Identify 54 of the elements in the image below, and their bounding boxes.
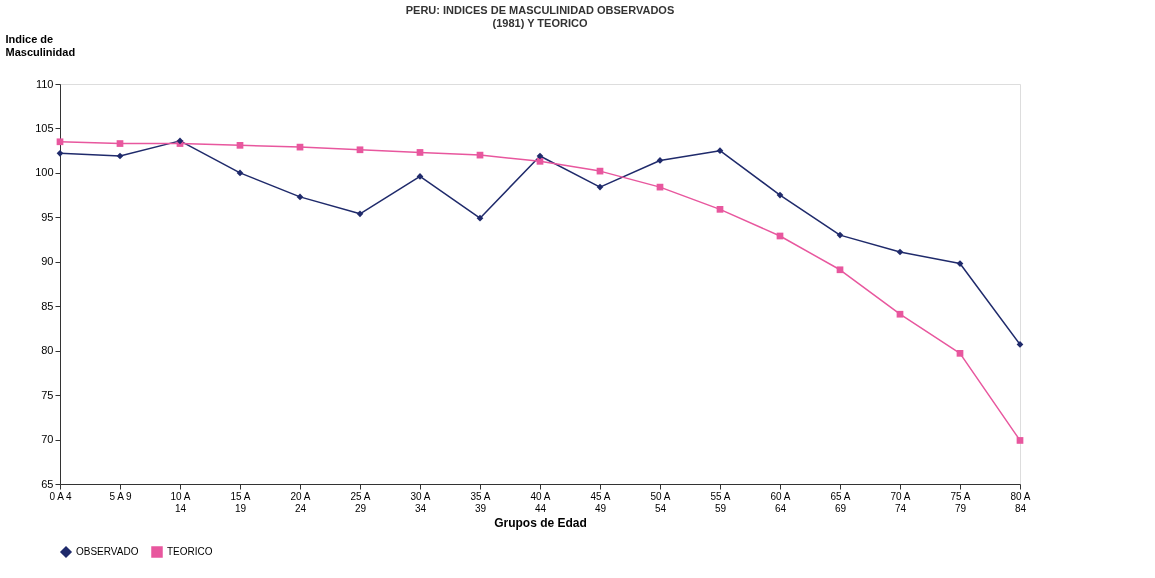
point bbox=[296, 193, 304, 201]
point bbox=[236, 141, 244, 149]
point bbox=[356, 146, 364, 154]
point bbox=[116, 152, 124, 160]
point bbox=[476, 214, 484, 222]
point bbox=[956, 349, 964, 357]
point bbox=[236, 169, 244, 177]
y-axis-title: Indice de Masculinidad bbox=[5, 32, 76, 58]
y-tick-label: 70 bbox=[41, 433, 54, 446]
x-tick-label: 5 A 9 bbox=[109, 490, 133, 502]
x-tick-label: 0 A 4 bbox=[49, 490, 73, 502]
x-tick-label: 55 A 59 bbox=[710, 490, 731, 514]
point bbox=[1016, 437, 1024, 444]
point bbox=[836, 266, 844, 274]
y-tick-label: 65 bbox=[41, 477, 54, 490]
legend-label: TEORICO bbox=[167, 546, 213, 557]
x-tick-label: 60 A 64 bbox=[770, 490, 791, 514]
point bbox=[776, 191, 784, 199]
chart-title: PERU: INDICES DE MASCULINIDAD OBSERVADOS (1981) Y TEORICO bbox=[405, 4, 675, 29]
point bbox=[716, 147, 724, 155]
point bbox=[716, 205, 724, 213]
y-tick-label: 95 bbox=[41, 210, 54, 223]
x-tick-label: 80 A 84 bbox=[1010, 490, 1031, 514]
y-tick-label: 110 bbox=[35, 77, 54, 90]
point bbox=[596, 183, 604, 191]
x-tick-label: 20 A 24 bbox=[290, 490, 311, 514]
x-tick-label: 35 A 39 bbox=[470, 490, 491, 514]
x-tick-label: 65 A 69 bbox=[830, 490, 851, 514]
x-tick-label: 30 A 34 bbox=[410, 490, 431, 514]
y-tick-label: 80 bbox=[41, 344, 54, 357]
legend-label: OBSERVADO bbox=[76, 546, 139, 557]
y-tick-label: 75 bbox=[41, 388, 54, 401]
x-tick-label: 75 A 79 bbox=[950, 490, 971, 514]
point bbox=[836, 231, 844, 239]
point bbox=[896, 248, 904, 256]
point bbox=[416, 149, 424, 156]
point bbox=[56, 138, 64, 146]
point bbox=[356, 210, 364, 218]
x-tick-label: 25 A 29 bbox=[350, 490, 371, 514]
x-tick-label: 15 A 19 bbox=[230, 490, 251, 514]
point bbox=[896, 310, 904, 318]
y-tick-label: 105 bbox=[35, 121, 54, 134]
y-tick-label: 85 bbox=[41, 299, 54, 312]
point bbox=[56, 149, 64, 157]
x-tick-label: 45 A 49 bbox=[590, 490, 611, 514]
x-tick-label: 10 A 14 bbox=[170, 490, 191, 514]
x-tick-label: 70 A 74 bbox=[890, 490, 911, 514]
y-tick-label: 100 bbox=[35, 166, 54, 179]
x-tick-label: 40 A 44 bbox=[530, 490, 551, 514]
x-tick-label: 50 A 54 bbox=[650, 490, 671, 514]
x-axis-title: Grupos de Edad bbox=[494, 515, 587, 530]
y-tick-label: 90 bbox=[41, 255, 54, 268]
point bbox=[116, 140, 124, 147]
point bbox=[536, 152, 544, 160]
